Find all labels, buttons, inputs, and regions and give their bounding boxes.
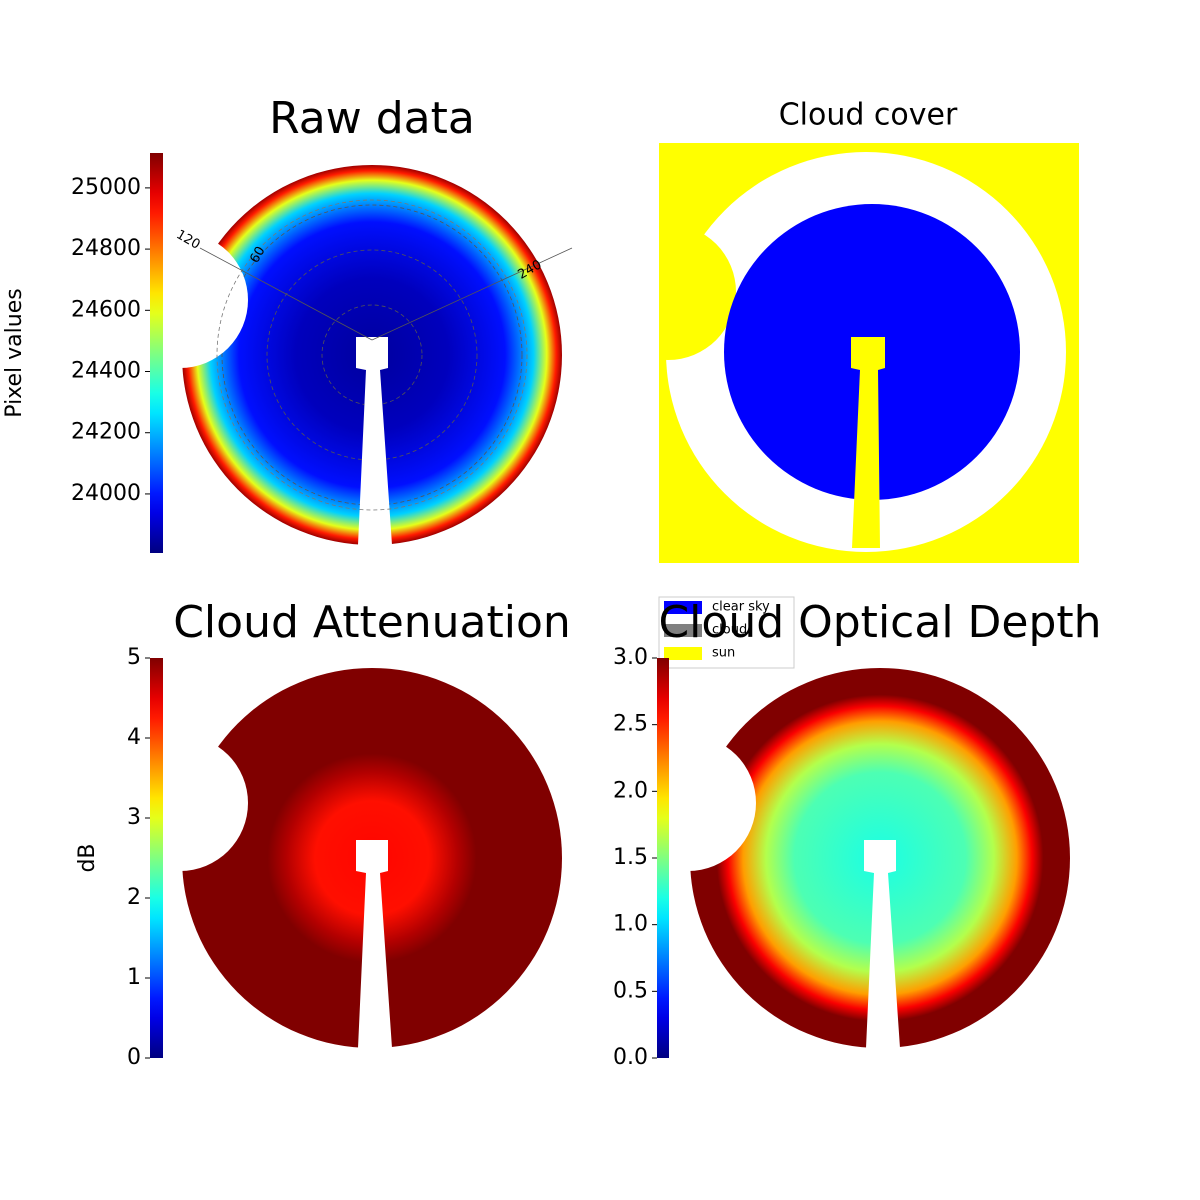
- image-disk: [182, 165, 562, 545]
- colorbar-tick-label: 0.0: [613, 1045, 648, 1070]
- colorbar-tick-label: 24000: [71, 481, 141, 506]
- polar-ring: [216, 199, 528, 511]
- image-disk: [182, 668, 562, 1048]
- image-disk: [690, 668, 1070, 1048]
- colorbar-tick-label: 1.5: [613, 845, 648, 870]
- panel-title: Raw data: [269, 93, 475, 144]
- polar-label: 60: [247, 244, 268, 266]
- legend-label: clear sky: [712, 600, 770, 615]
- colorbar-tick-label: 3: [127, 805, 141, 830]
- polar-ring: [266, 249, 478, 461]
- colorbar-tick-label: 24400: [71, 359, 141, 384]
- legend-label: sun: [712, 646, 735, 661]
- colorbar-label: Pixel values: [2, 288, 27, 417]
- polar-label: 120: [173, 227, 202, 252]
- colorbar-tick-label: 25000: [71, 175, 141, 200]
- colorbar-tick-label: 24600: [71, 297, 141, 322]
- colorbar: [657, 658, 669, 1058]
- polar-ring: [221, 204, 523, 506]
- colorbar-tick-label: 0: [127, 1045, 141, 1070]
- colorbar-tick-label: 2.5: [613, 712, 648, 737]
- colorbar-tick-label: 1: [127, 965, 141, 990]
- colorbar: [150, 153, 163, 553]
- colorbar-tick-label: 2: [127, 885, 141, 910]
- sun-pole: [851, 337, 885, 548]
- colorbar-tick-label: 24800: [71, 236, 141, 261]
- legend-swatch: [664, 624, 702, 637]
- colorbar-tick-label: 0.5: [613, 978, 648, 1003]
- colorbar-tick-label: 3.0: [613, 645, 648, 670]
- legend-label: cloud: [712, 623, 747, 638]
- colorbar-tick-label: 2.0: [613, 778, 648, 803]
- panel-title: Cloud cover: [779, 98, 958, 133]
- legend-swatch: [664, 647, 702, 660]
- panel-title: Cloud Attenuation: [173, 597, 571, 648]
- colorbar-tick-label: 1.0: [613, 912, 648, 937]
- legend-swatch: [664, 601, 702, 614]
- colorbar-tick-label: 4: [127, 725, 141, 750]
- colorbar-tick-label: 5: [127, 645, 141, 670]
- polar-spoke: [371, 247, 573, 341]
- colorbar-tick-label: 24200: [71, 420, 141, 445]
- polar-ring: [321, 304, 423, 406]
- colorbar: [150, 658, 163, 1058]
- panel-title: Cloud Optical Depth: [658, 597, 1101, 648]
- colorbar-label: dB: [75, 843, 100, 872]
- polar-spoke: [199, 247, 373, 341]
